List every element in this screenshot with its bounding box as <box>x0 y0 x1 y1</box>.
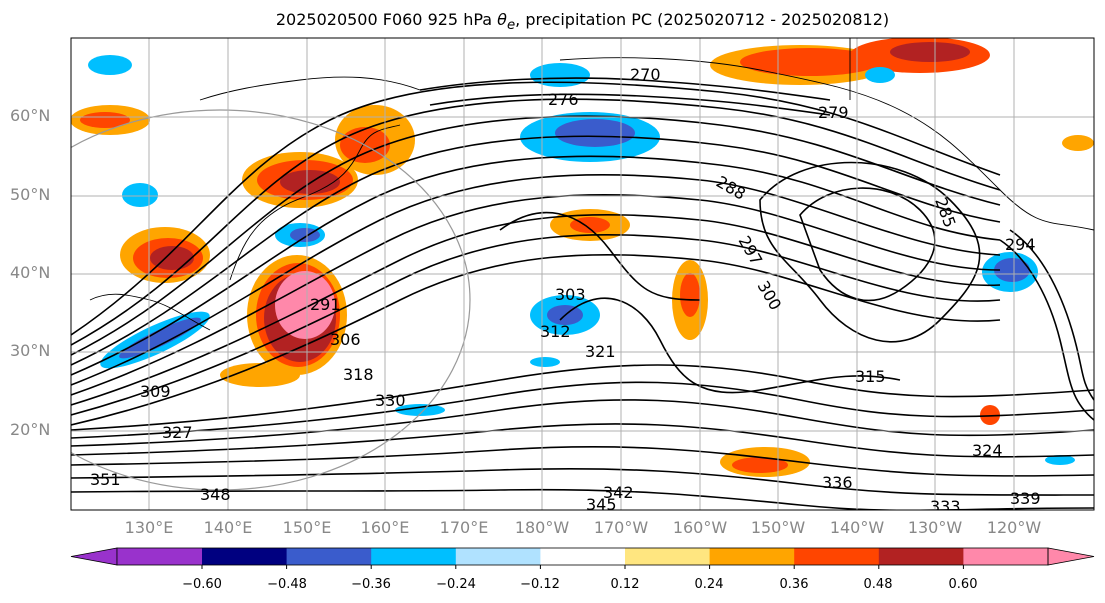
contour-label: 321 <box>585 342 616 361</box>
colorbar-extend-max <box>1047 547 1095 566</box>
lon-label: 160°W <box>672 518 728 537</box>
contour-label: 324 <box>972 441 1003 460</box>
precip-blob <box>732 457 788 473</box>
colorbar-tick-label: 0.60 <box>948 577 978 592</box>
lat-label: 60°N <box>10 106 51 125</box>
precip-blob <box>395 404 445 416</box>
precip-blob <box>570 217 610 233</box>
colorbar <box>70 547 1095 569</box>
precip-blob <box>530 63 590 87</box>
contour-label: 348 <box>200 485 231 504</box>
contour-label: 339 <box>1010 489 1041 508</box>
precip-blob <box>890 42 970 62</box>
contour-label: 330 <box>375 391 406 410</box>
colorbar-segment <box>878 548 964 565</box>
lon-label: 180°W <box>514 518 570 537</box>
graticule <box>71 38 1094 510</box>
lon-label: 140°W <box>829 518 885 537</box>
precip-blob <box>865 67 895 83</box>
precip-blob <box>530 357 560 367</box>
great-circle <box>71 109 471 491</box>
lon-label: 170°E <box>439 518 489 537</box>
contour-label: 336 <box>822 473 853 492</box>
colorbar-segment <box>286 548 372 565</box>
lon-label: 120°W <box>986 518 1042 537</box>
lat-label: 40°N <box>10 263 51 282</box>
colorbar-tick-label: 0.24 <box>694 577 724 592</box>
contour-label: 276 <box>548 90 579 109</box>
colorbar-segment <box>709 548 795 565</box>
precip-blob <box>122 183 158 207</box>
map-frame <box>70 37 1095 511</box>
contour-label: 327 <box>162 423 193 442</box>
lon-label: 140°E <box>203 518 253 537</box>
colorbar-tick-label: 0.48 <box>863 577 893 592</box>
contour-label: 318 <box>343 365 374 384</box>
colorbar-tick-label: 0.12 <box>610 577 640 592</box>
colorbar-segment <box>117 548 202 565</box>
colorbar-extend-min <box>70 547 118 566</box>
precip-blob <box>1045 455 1075 465</box>
contour-label: 279 <box>818 103 849 122</box>
contour-label: 315 <box>855 367 886 386</box>
contour-label: 351 <box>90 470 121 489</box>
precip-blob <box>1062 135 1094 151</box>
colorbar-segment <box>371 548 457 565</box>
precip-blob <box>555 119 635 147</box>
lat-label: 50°N <box>10 185 51 204</box>
contour-label: 345 <box>586 495 617 514</box>
colorbar-segment <box>202 548 288 565</box>
colorbar-tick-label: −0.60 <box>182 577 222 592</box>
lon-label: 170°W <box>593 518 649 537</box>
colorbar-frame <box>116 547 1049 566</box>
lon-label: 130°W <box>907 518 963 537</box>
precip-blob <box>680 273 700 317</box>
precip-fill-layer <box>71 38 1094 477</box>
contour-label: 291 <box>310 295 341 314</box>
contour-label: 342 <box>603 483 634 502</box>
contour-label: 294 <box>1005 235 1036 254</box>
lat-label: 30°N <box>10 341 51 360</box>
precip-blob <box>119 317 201 359</box>
lon-label: 150°E <box>282 518 332 537</box>
colorbar-segment <box>625 548 711 565</box>
contour-label: 270 <box>630 65 661 84</box>
precip-blob <box>740 48 880 76</box>
contour-label: 312 <box>540 322 571 341</box>
colorbar-tick-label: 0.36 <box>779 577 809 592</box>
contour-label: 303 <box>555 285 586 304</box>
colorbar-segment <box>455 548 541 565</box>
precip-blob <box>88 55 132 75</box>
map-title: 2025020500 F060 925 hPa θe, precipitatio… <box>275 10 890 34</box>
lat-label: 20°N <box>10 420 51 439</box>
contour-label: 333 <box>930 497 961 516</box>
lon-label: 160°E <box>360 518 410 537</box>
lon-label: 150°W <box>750 518 806 537</box>
precip-blob <box>220 363 300 387</box>
contour-label: 306 <box>330 330 361 349</box>
colorbar-segment <box>794 548 880 565</box>
colorbar-tick-label: −0.36 <box>351 577 391 592</box>
lon-label: 130°E <box>124 518 174 537</box>
colorbar-segment <box>540 548 626 565</box>
precip-blob <box>275 271 335 339</box>
contour-label: 309 <box>140 382 171 401</box>
colorbar-tick-label: −0.12 <box>520 577 560 592</box>
precip-blob <box>994 258 1030 282</box>
colorbar-tick-label: −0.48 <box>267 577 307 592</box>
colorbar-tick-label: −0.24 <box>436 577 476 592</box>
precip-blob <box>80 112 130 128</box>
theta-e-contours <box>71 77 1094 510</box>
precip-blob <box>280 170 340 194</box>
precip-blob <box>150 246 194 270</box>
colorbar-segment <box>963 548 1048 565</box>
